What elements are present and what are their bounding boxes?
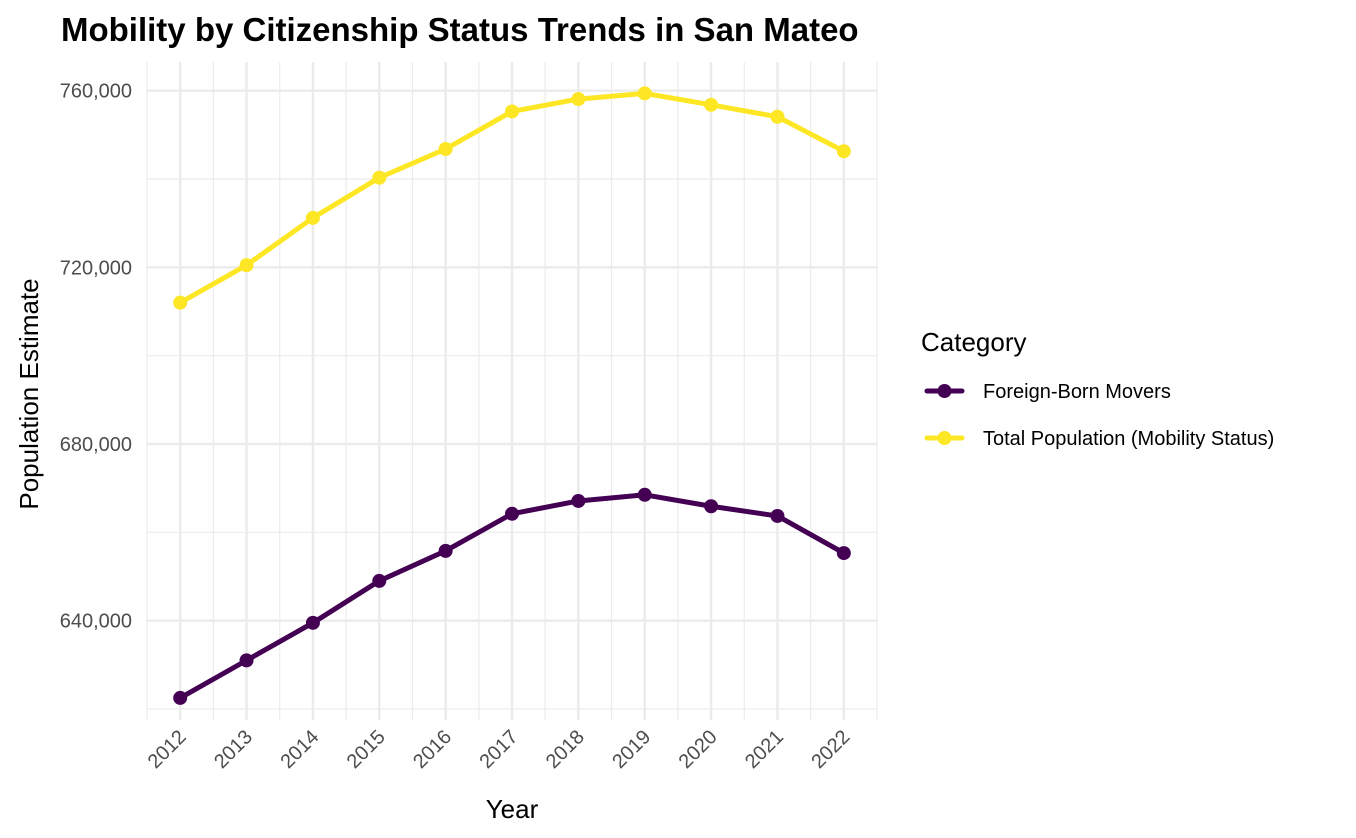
y-tick-label: 720,000 — [60, 257, 132, 279]
data-point — [704, 97, 719, 112]
data-point — [239, 653, 254, 668]
x-tick-label: 2012 — [144, 726, 191, 773]
legend-label: Total Population (Mobility Status) — [983, 428, 1274, 450]
x-tick-label: 2019 — [608, 726, 655, 773]
data-point — [505, 506, 519, 521]
y-tick-label: 680,000 — [60, 434, 132, 456]
legend-items: Foreign-Born Movers Total Population (Mob… — [924, 381, 1274, 450]
x-tick-label: 2016 — [409, 726, 456, 773]
legend-title: Category — [921, 327, 1027, 357]
legend-label: Foreign-Born Movers — [983, 381, 1171, 403]
data-point — [704, 499, 719, 514]
data-point — [505, 104, 519, 119]
x-axis-ticks: 2012 2013 2014 2015 2016 2017 2018 2019 2020 2021… — [144, 726, 855, 773]
series-2 — [173, 86, 851, 310]
data-point — [372, 573, 387, 588]
x-tick-label: 2017 — [476, 726, 523, 773]
x-axis-title: Year — [486, 794, 539, 824]
data-point — [836, 144, 851, 159]
y-tick-label: 640,000 — [60, 611, 132, 633]
x-tick-label: 2018 — [542, 726, 589, 773]
data-point — [571, 493, 586, 508]
data-point — [372, 170, 387, 185]
x-tick-label: 2014 — [276, 726, 323, 773]
legend-item: Foreign-Born Movers — [924, 381, 1171, 403]
y-axis-ticks: 640,000 680,000 720,000 760,000 — [60, 81, 132, 633]
data-point — [637, 86, 652, 101]
data-point — [571, 92, 586, 107]
x-tick-label: 2022 — [807, 726, 854, 773]
x-tick-label: 2021 — [741, 726, 788, 773]
legend: Category Foreign-Born Movers Total Popula… — [921, 327, 1274, 450]
data-point — [637, 487, 652, 502]
x-tick-label: 2020 — [675, 726, 722, 773]
legend-key-point — [937, 384, 952, 398]
data-point — [305, 210, 320, 225]
series-layer — [173, 86, 851, 705]
legend-key-point — [937, 431, 952, 445]
x-tick-label: 2015 — [343, 726, 390, 773]
data-point — [770, 508, 785, 523]
y-tick-label: 760,000 — [60, 81, 132, 103]
grid — [146, 62, 878, 720]
x-tick-label: 2013 — [210, 726, 257, 773]
data-point — [770, 109, 785, 124]
chart-title: Mobility by Citizenship Status Trends in… — [61, 11, 859, 48]
data-point — [173, 295, 188, 310]
data-point — [836, 546, 851, 561]
data-point — [305, 615, 320, 630]
y-axis-title: Population Estimate — [14, 278, 44, 509]
data-point — [438, 543, 453, 558]
series-1 — [173, 487, 851, 705]
data-point — [173, 690, 188, 705]
data-point — [438, 141, 453, 156]
data-point — [239, 258, 254, 273]
legend-item: Total Population (Mobility Status) — [924, 428, 1274, 450]
